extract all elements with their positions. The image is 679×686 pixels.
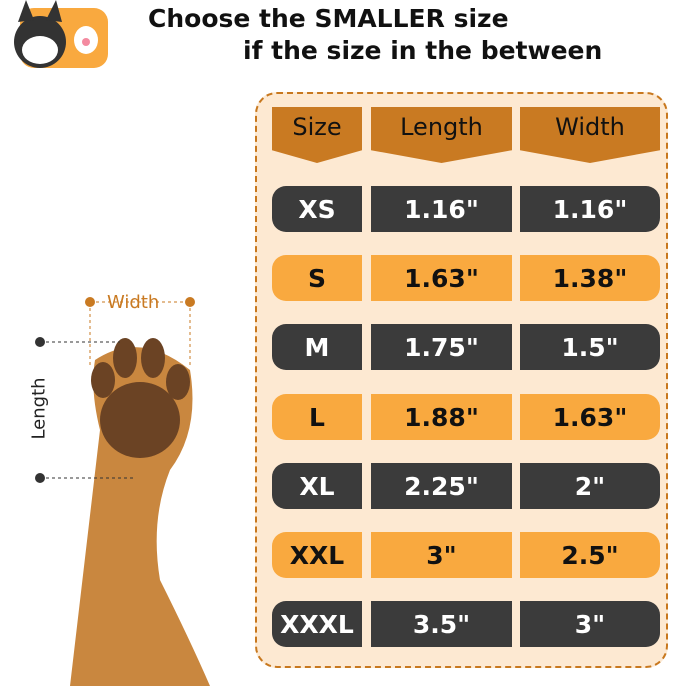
- dog-paw-illustration: [35, 297, 210, 686]
- width-cell: 3": [520, 601, 660, 647]
- width-label: Width: [107, 292, 160, 313]
- size-chart-panel: [255, 92, 668, 668]
- size-cell: M: [272, 324, 362, 370]
- width-cell: 1.63": [520, 394, 660, 440]
- size-cell: XXXL: [272, 601, 362, 647]
- dog-logo: [0, 0, 110, 72]
- width-cell: 1.16": [520, 186, 660, 232]
- size-cell: L: [272, 394, 362, 440]
- size-cell: S: [272, 255, 362, 301]
- length-cell: 1.75": [371, 324, 512, 370]
- size-cell: XL: [272, 463, 362, 509]
- size-cell: XS: [272, 186, 362, 232]
- width-cell: 1.38": [520, 255, 660, 301]
- width-cell: 1.5": [520, 324, 660, 370]
- length-cell: 1.88": [371, 394, 512, 440]
- width-cell: 2": [520, 463, 660, 509]
- length-cell: 1.16": [371, 186, 512, 232]
- column-header-width: Width: [520, 107, 660, 147]
- column-header-size: Size: [272, 107, 362, 147]
- length-cell: 1.63": [371, 255, 512, 301]
- length-cell: 3": [371, 532, 512, 578]
- title-line-2: if the size in the between: [243, 36, 603, 65]
- size-cell: XXL: [272, 532, 362, 578]
- length-cell: 2.25": [371, 463, 512, 509]
- title-line-1: Choose the SMALLER size: [148, 4, 509, 33]
- column-header-length: Length: [371, 107, 512, 147]
- length-label: Length: [28, 377, 50, 440]
- width-cell: 2.5": [520, 532, 660, 578]
- length-cell: 3.5": [371, 601, 512, 647]
